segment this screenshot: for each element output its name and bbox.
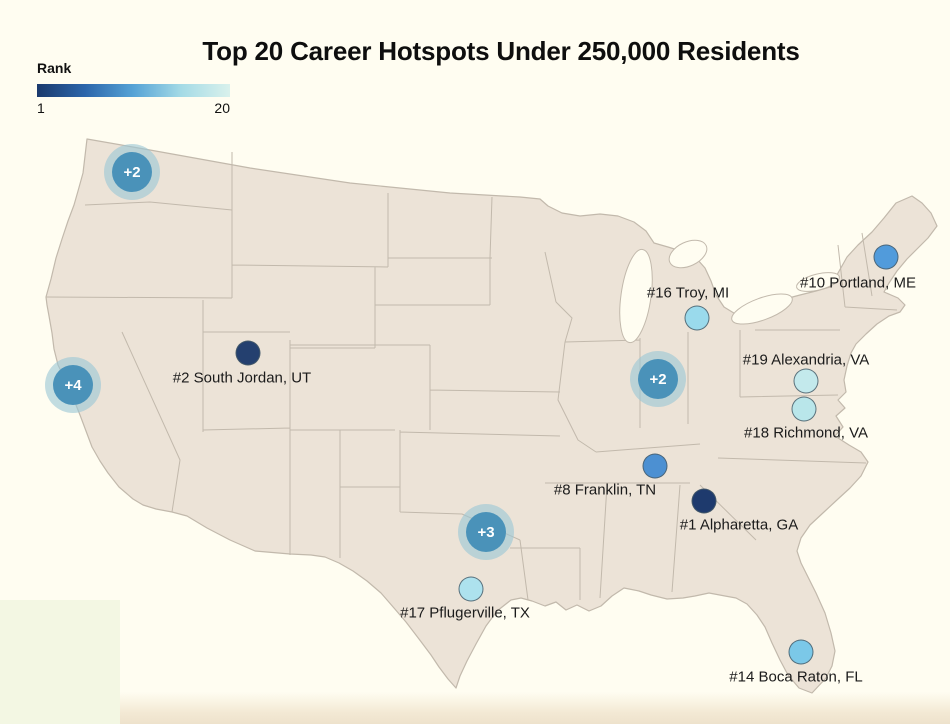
legend-scale: 1 20 bbox=[37, 100, 230, 116]
cluster-count-label: +4 bbox=[64, 376, 82, 394]
cluster-marker[interactable]: +4 bbox=[53, 365, 93, 405]
cluster-count-label: +2 bbox=[649, 370, 667, 388]
map-marker-label: #19 Alexandria, VA bbox=[742, 351, 870, 369]
map-marker-label: #8 Franklin, TN bbox=[553, 481, 657, 499]
lake-michigan bbox=[619, 248, 653, 344]
map-marker-dot[interactable] bbox=[788, 639, 814, 665]
cluster-count-label: +3 bbox=[477, 523, 495, 541]
map-marker-dot[interactable] bbox=[791, 396, 817, 422]
map-marker-dot[interactable] bbox=[642, 453, 668, 479]
map-marker-dot[interactable] bbox=[235, 340, 261, 366]
page-title: Top 20 Career Hotspots Under 250,000 Res… bbox=[202, 36, 800, 67]
map-marker-dot[interactable] bbox=[793, 368, 819, 394]
lake-huron bbox=[668, 239, 708, 269]
rank-legend: Rank 1 20 bbox=[37, 60, 230, 116]
map-marker-label: #18 Richmond, VA bbox=[744, 424, 868, 442]
map-marker-dot[interactable] bbox=[873, 244, 899, 270]
green-panel bbox=[0, 600, 120, 724]
legend-gradient-bar bbox=[37, 84, 230, 97]
lake-ontario bbox=[796, 272, 840, 292]
map-marker-label: #17 Pflugerville, TX bbox=[400, 604, 530, 622]
cluster-marker[interactable]: +3 bbox=[466, 512, 506, 552]
cluster-marker[interactable]: +2 bbox=[112, 152, 152, 192]
map-marker-dot[interactable] bbox=[458, 576, 484, 602]
lake-erie bbox=[731, 293, 793, 325]
map-marker-label: #16 Troy, MI bbox=[646, 284, 730, 302]
map-marker-label: #14 Boca Raton, FL bbox=[729, 668, 863, 686]
state-borders bbox=[45, 152, 898, 601]
cluster-count-label: +2 bbox=[123, 163, 141, 181]
legend-min-label: 1 bbox=[37, 100, 45, 116]
legend-max-label: 20 bbox=[214, 100, 230, 116]
map-marker-dot[interactable] bbox=[691, 488, 717, 514]
legend-title: Rank bbox=[37, 60, 72, 76]
map-marker-dot[interactable] bbox=[684, 305, 710, 331]
map-marker-label: #2 South Jordan, UT bbox=[172, 369, 312, 387]
us-land-shape bbox=[45, 138, 938, 694]
map-marker-label: #1 Alpharetta, GA bbox=[679, 516, 799, 534]
cluster-marker[interactable]: +2 bbox=[638, 359, 678, 399]
map-marker-label: #10 Portland, ME bbox=[800, 274, 916, 292]
